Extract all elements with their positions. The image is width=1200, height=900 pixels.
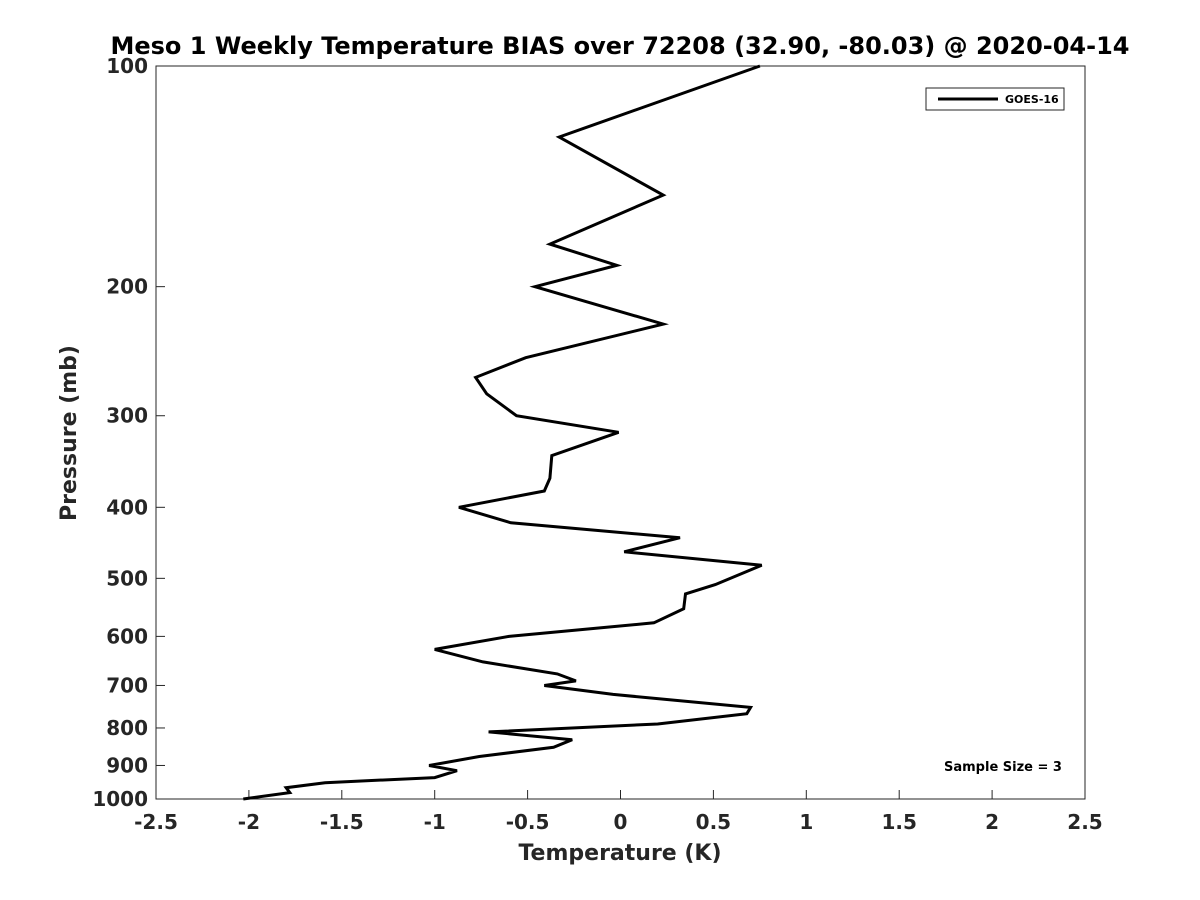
axes-box [155, 65, 1086, 800]
y-axis-label: Pressure (mb) [57, 345, 82, 521]
y-axis: 100 200 300 400 500 600 700 800 900 1000 [92, 54, 165, 811]
x-tick-label: 0 [614, 810, 628, 834]
plot-area [155, 65, 1086, 800]
y-tick-label: 500 [106, 566, 148, 590]
y-tick-label: 400 [106, 495, 148, 519]
legend: GOES-16 [925, 87, 1065, 111]
x-tick-label: 0.5 [696, 810, 731, 834]
y-tick-label: 300 [106, 404, 148, 428]
y-tick-label: 900 [106, 753, 148, 777]
x-tick-label: -2 [238, 810, 260, 834]
chart-title: Meso 1 Weekly Temperature BIAS over 7220… [110, 32, 1129, 60]
x-tick-label: 2.5 [1067, 810, 1102, 834]
x-tick-label: 1 [799, 810, 813, 834]
y-tick-label: 700 [106, 673, 148, 697]
x-tick-label: 2 [985, 810, 999, 834]
series-layer [243, 64, 763, 801]
sample-size-annotation: Sample Size = 3 [944, 760, 1062, 775]
y-tick-label: 800 [106, 716, 148, 740]
x-axis: -2.5 -2 -1.5 -1 -0.5 0 0.5 1 1.5 2 2.5 [134, 790, 1103, 834]
x-tick-label: -0.5 [506, 810, 550, 834]
y-tick-label: 100 [106, 54, 148, 78]
y-tick-label: 1000 [92, 787, 148, 811]
x-tick-label: -1 [424, 810, 446, 834]
legend-label: GOES-16 [1005, 93, 1059, 106]
x-tick-label: 1.5 [881, 810, 916, 834]
y-tick-label: 600 [106, 624, 148, 648]
y-tick-label: 200 [106, 275, 148, 299]
x-tick-label: -2.5 [134, 810, 178, 834]
x-axis-label: Temperature (K) [518, 841, 721, 866]
x-tick-label: -1.5 [320, 810, 364, 834]
series-line-goes-16 [243, 64, 763, 801]
